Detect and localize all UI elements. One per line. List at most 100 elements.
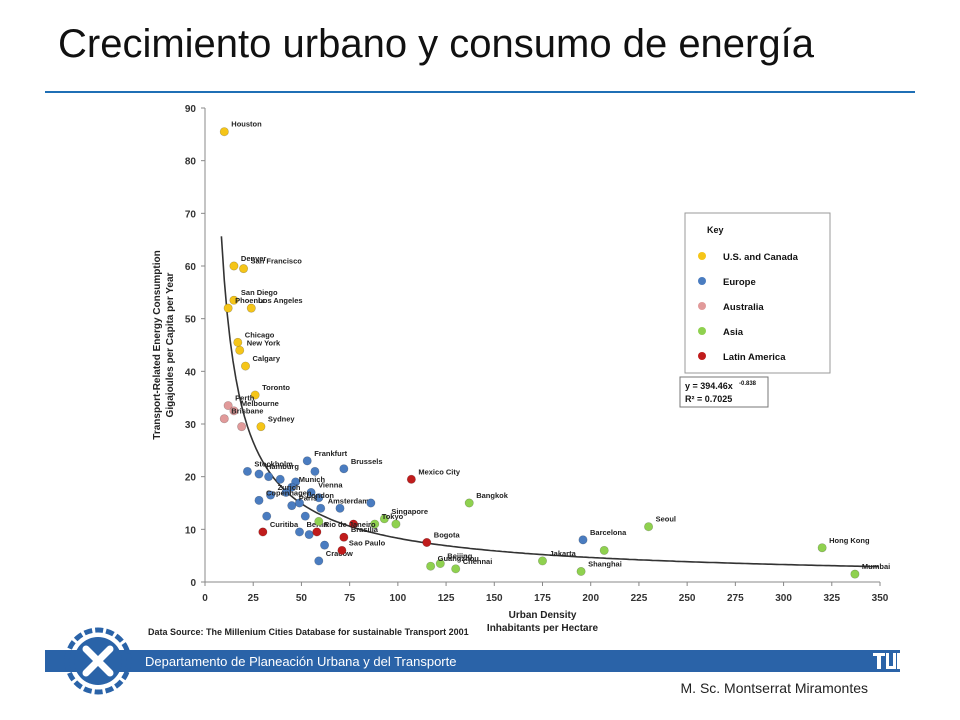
x-tick-label: 75 xyxy=(344,593,356,604)
city-label: San Diego xyxy=(241,288,278,297)
data-point xyxy=(241,361,251,371)
city-label: Barcelona xyxy=(590,528,627,537)
data-point xyxy=(422,537,432,547)
city-label: Guangzhou xyxy=(438,554,480,563)
x-tick-label: 25 xyxy=(248,593,260,604)
data-point xyxy=(426,561,436,571)
data-point xyxy=(242,466,252,476)
equation-box xyxy=(679,376,769,408)
y-tick-label: 0 xyxy=(190,578,196,589)
city-label: San Francisco xyxy=(251,257,303,266)
data-point xyxy=(451,564,461,574)
x-tick-label: 100 xyxy=(390,593,407,604)
city-label: Melbourne xyxy=(241,399,279,408)
data-point xyxy=(287,501,297,511)
city-label: Paris xyxy=(299,494,317,503)
x-tick-label: 250 xyxy=(679,593,696,604)
y-tick-label: 70 xyxy=(185,209,197,220)
data-point xyxy=(435,559,445,569)
data-point xyxy=(316,503,326,513)
city-label: Houston xyxy=(231,120,262,129)
data-point xyxy=(306,487,316,497)
data-point xyxy=(339,532,349,542)
legend-title: Key xyxy=(707,225,724,235)
data-point xyxy=(250,390,260,400)
x-tick-label: 350 xyxy=(872,593,889,604)
city-label: Brisbane xyxy=(231,407,263,416)
data-point xyxy=(578,535,588,545)
x-tick-label: 150 xyxy=(486,593,503,604)
data-point xyxy=(264,472,274,482)
data-point xyxy=(379,514,389,524)
data-point xyxy=(229,295,239,305)
data-point xyxy=(644,522,654,532)
data-point xyxy=(295,498,305,508)
author-name: M. Sc. Montserrat Miramontes xyxy=(680,680,869,696)
data-point xyxy=(302,456,312,466)
data-point xyxy=(295,527,305,537)
city-label: Stockholm xyxy=(254,459,293,468)
legend-label: Latin America xyxy=(723,352,786,363)
x-tick-label: 275 xyxy=(727,593,744,604)
city-label: Toronto xyxy=(262,383,290,392)
data-point xyxy=(266,490,276,500)
data-point xyxy=(310,466,320,476)
data-point xyxy=(219,127,229,137)
x-tick-label: 175 xyxy=(534,593,551,604)
city-label: Chicago xyxy=(245,330,275,339)
data-point xyxy=(312,527,322,537)
x-tick-label: 125 xyxy=(438,593,455,604)
x-tick-label: 300 xyxy=(775,593,792,604)
x-circle-logo xyxy=(64,627,132,695)
data-point xyxy=(275,474,285,484)
equation-text: y = 394.46x xyxy=(685,381,733,391)
data-point xyxy=(237,422,247,432)
city-label: Curitiba xyxy=(270,520,299,529)
data-point xyxy=(599,545,609,555)
y-tick-label: 60 xyxy=(185,262,197,273)
city-label: Denver xyxy=(241,254,267,263)
city-label: Singapore xyxy=(391,507,428,516)
legend-label: Australia xyxy=(723,302,764,313)
y-axis-title: Transport-Related Energy Consumption xyxy=(152,250,163,439)
data-point xyxy=(233,337,243,347)
legend-marker xyxy=(698,277,706,285)
data-point xyxy=(281,487,291,497)
y-tick-label: 30 xyxy=(185,420,197,431)
data-point xyxy=(223,303,233,313)
data-point xyxy=(339,464,349,474)
scatter-chart: 0 10 20 30 40 50 60 70 80 90 0 25 50 75 100 125 150 175 20… xyxy=(148,104,890,637)
data-point xyxy=(300,511,310,521)
data-point xyxy=(576,566,586,576)
city-label: Brasilia xyxy=(351,525,379,534)
data-point xyxy=(235,345,245,355)
city-label: Zurich xyxy=(278,483,301,492)
legend-box xyxy=(684,212,831,374)
x-tick-label: 225 xyxy=(631,593,648,604)
footer-bar xyxy=(45,650,900,672)
city-label: Rio de Janeiro xyxy=(324,520,376,529)
city-label: Perth xyxy=(235,394,255,403)
city-label: Los Angeles xyxy=(258,296,302,305)
legend-label: Europe xyxy=(723,277,756,288)
data-point xyxy=(320,540,330,550)
data-point xyxy=(262,511,272,521)
slide-title: Crecimiento urbano y consumo de energía xyxy=(58,22,814,66)
city-label: Copenhagen xyxy=(266,488,312,497)
data-point xyxy=(817,543,827,553)
data-point xyxy=(850,569,860,579)
equation-exponent: -0.838 xyxy=(739,381,757,387)
x-tick-label: 200 xyxy=(582,593,599,604)
city-label: Bangkok xyxy=(476,491,509,500)
city-label: Jakarta xyxy=(550,549,577,558)
city-label: Mexico City xyxy=(418,467,461,476)
city-label: Mumbai xyxy=(862,562,890,571)
y-tick-label: 90 xyxy=(185,104,197,115)
y-tick-label: 50 xyxy=(185,315,197,326)
data-point xyxy=(337,545,347,555)
tum-logo xyxy=(873,653,909,669)
data-point xyxy=(335,503,345,513)
x-tick-label: 325 xyxy=(823,593,840,604)
city-label: Calgary xyxy=(253,354,281,363)
city-label: Brussels xyxy=(351,457,383,466)
